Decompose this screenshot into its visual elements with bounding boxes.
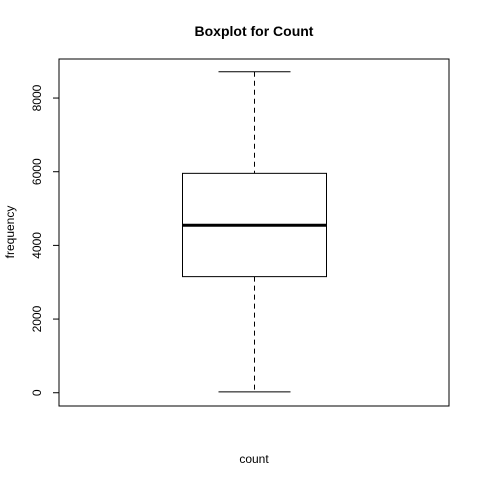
y-tick-label: 8000 (30, 84, 44, 111)
y-tick-label: 0 (30, 389, 44, 396)
y-axis-label: frequency (3, 206, 17, 259)
y-tick-label: 6000 (30, 158, 44, 185)
y-tick-label: 2000 (30, 305, 44, 332)
x-axis-label: count (239, 452, 269, 466)
y-tick-label: 4000 (30, 232, 44, 259)
y-axis: 0 2000 4000 6000 8000 (30, 84, 60, 396)
box-group (182, 71, 327, 393)
chart-title: Boxplot for Count (195, 23, 314, 39)
